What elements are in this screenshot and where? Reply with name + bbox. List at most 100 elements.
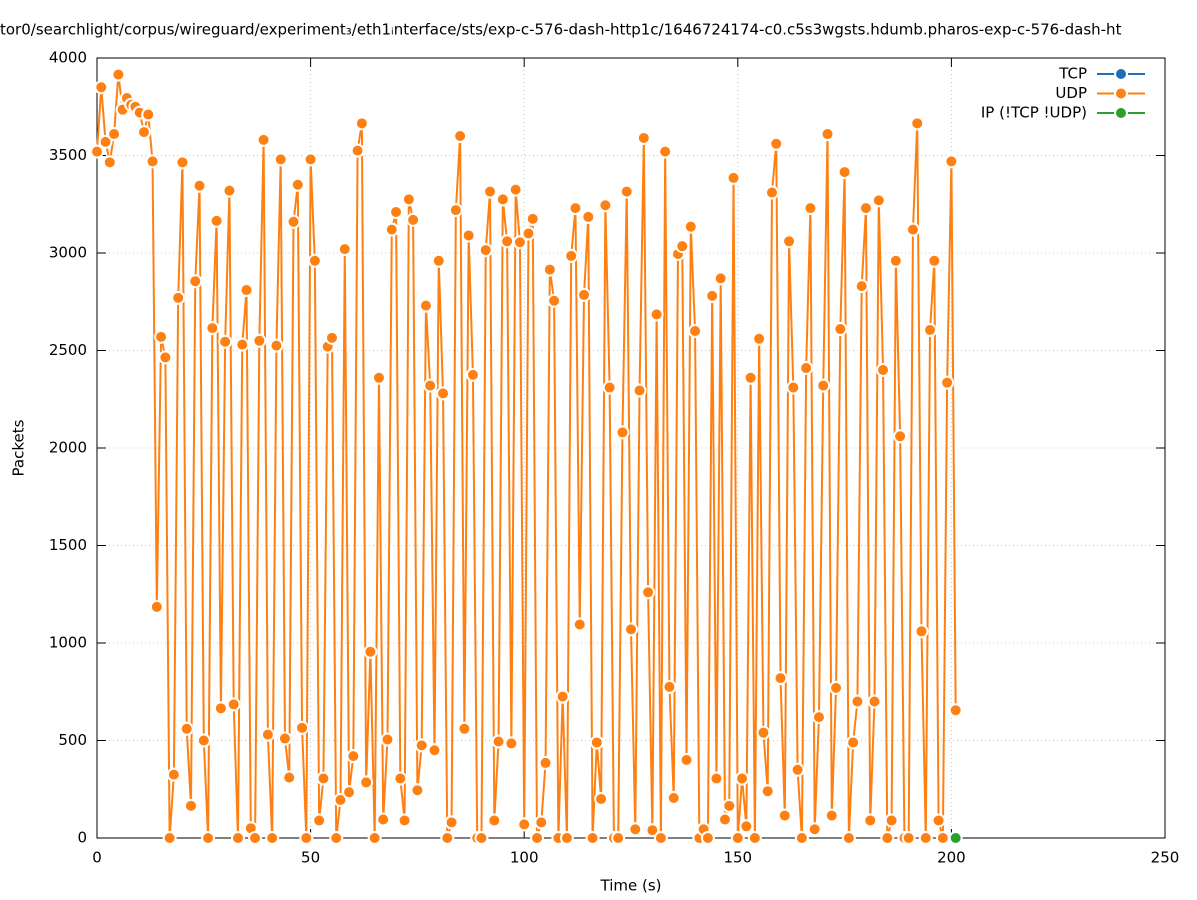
data-point: [624, 622, 638, 637]
data-point: [530, 831, 545, 845]
data-point: [816, 378, 831, 393]
data-point: [380, 732, 395, 747]
data-point: [820, 127, 835, 142]
data-point: [944, 154, 959, 169]
data-point: [581, 209, 596, 224]
legend-marker: [1114, 86, 1128, 101]
data-point: [179, 721, 194, 736]
series-line: [96, 74, 957, 839]
data-point: [572, 617, 587, 632]
data-point: [478, 243, 493, 258]
y-axis-label: Packets: [10, 419, 28, 476]
data-point: [218, 334, 233, 349]
data-point: [645, 823, 660, 838]
data-point: [295, 720, 310, 735]
data-point: [568, 201, 583, 216]
data-point: [453, 129, 468, 143]
data-point: [538, 755, 553, 770]
y-tick-label: 3500: [49, 146, 87, 164]
data-point: [483, 184, 498, 199]
data-point: [183, 798, 198, 813]
data-point: [500, 234, 515, 249]
data-point: [876, 363, 891, 377]
data-point: [333, 792, 348, 807]
data-point: [752, 331, 767, 346]
data-point: [474, 831, 489, 845]
data-point: [760, 784, 775, 799]
data-point: [846, 735, 861, 750]
data-point: [444, 815, 459, 830]
data-point: [265, 831, 280, 845]
data-point: [777, 808, 792, 823]
data-point: [735, 771, 750, 786]
data-point: [726, 170, 741, 185]
data-point: [457, 721, 472, 736]
data-point: [594, 792, 609, 806]
data-point: [111, 67, 126, 82]
y-tick-label: 2500: [49, 341, 87, 359]
y-tick-label: 1000: [49, 634, 87, 652]
data-point: [807, 822, 822, 837]
data-point: [811, 710, 826, 725]
data-point: [337, 242, 352, 257]
data-point: [418, 298, 433, 313]
data-point: [406, 212, 421, 227]
legend-label: IP (!TCP !UDP): [981, 104, 1087, 122]
data-point: [542, 262, 557, 277]
legend-label: TCP: [1058, 65, 1087, 83]
data-point: [149, 599, 164, 614]
data-point: [854, 279, 869, 294]
data-point: [235, 337, 250, 352]
data-point: [436, 386, 451, 401]
data-point: [102, 155, 117, 170]
data-point: [547, 293, 562, 308]
data-point: [688, 324, 703, 338]
data-point: [888, 253, 903, 268]
data-point: [653, 831, 668, 845]
data-point: [252, 333, 267, 348]
data-point: [324, 330, 339, 345]
data-point: [683, 219, 698, 234]
data-point: [905, 222, 920, 237]
x-tick-label: 0: [92, 849, 102, 867]
data-point: [722, 798, 737, 813]
data-point: [94, 80, 109, 95]
data-point: [517, 817, 532, 832]
data-point: [773, 671, 788, 686]
data-point: [786, 380, 801, 395]
data-point: [948, 831, 963, 845]
data-point: [833, 322, 848, 337]
data-point: [461, 228, 476, 243]
data-point: [384, 222, 399, 237]
data-point: [389, 205, 404, 220]
data-point: [564, 248, 579, 263]
data-point: [90, 144, 104, 159]
data-point: [525, 211, 540, 226]
data-point: [171, 290, 186, 305]
data-point: [769, 136, 784, 151]
data-point: [931, 813, 946, 828]
data-point: [829, 680, 844, 695]
data-point: [329, 831, 344, 845]
data-point: [487, 813, 502, 828]
data-point: [192, 178, 207, 193]
data-point: [423, 378, 438, 393]
data-point: [700, 831, 715, 845]
y-tick-label: 3000: [49, 244, 87, 262]
data-point: [141, 107, 156, 122]
data-point: [230, 831, 245, 845]
data-point: [756, 725, 771, 740]
data-point: [342, 785, 357, 800]
data-point: [863, 813, 878, 828]
data-point: [350, 143, 365, 158]
data-point: [935, 831, 950, 845]
data-point: [940, 375, 955, 390]
data-point: [299, 831, 314, 845]
data-point: [316, 771, 331, 786]
data-point: [948, 703, 963, 718]
data-point: [705, 288, 720, 303]
x-tick-label: 250: [1151, 849, 1180, 867]
data-point: [260, 727, 275, 742]
data-point: [196, 733, 211, 748]
data-point: [923, 323, 938, 338]
